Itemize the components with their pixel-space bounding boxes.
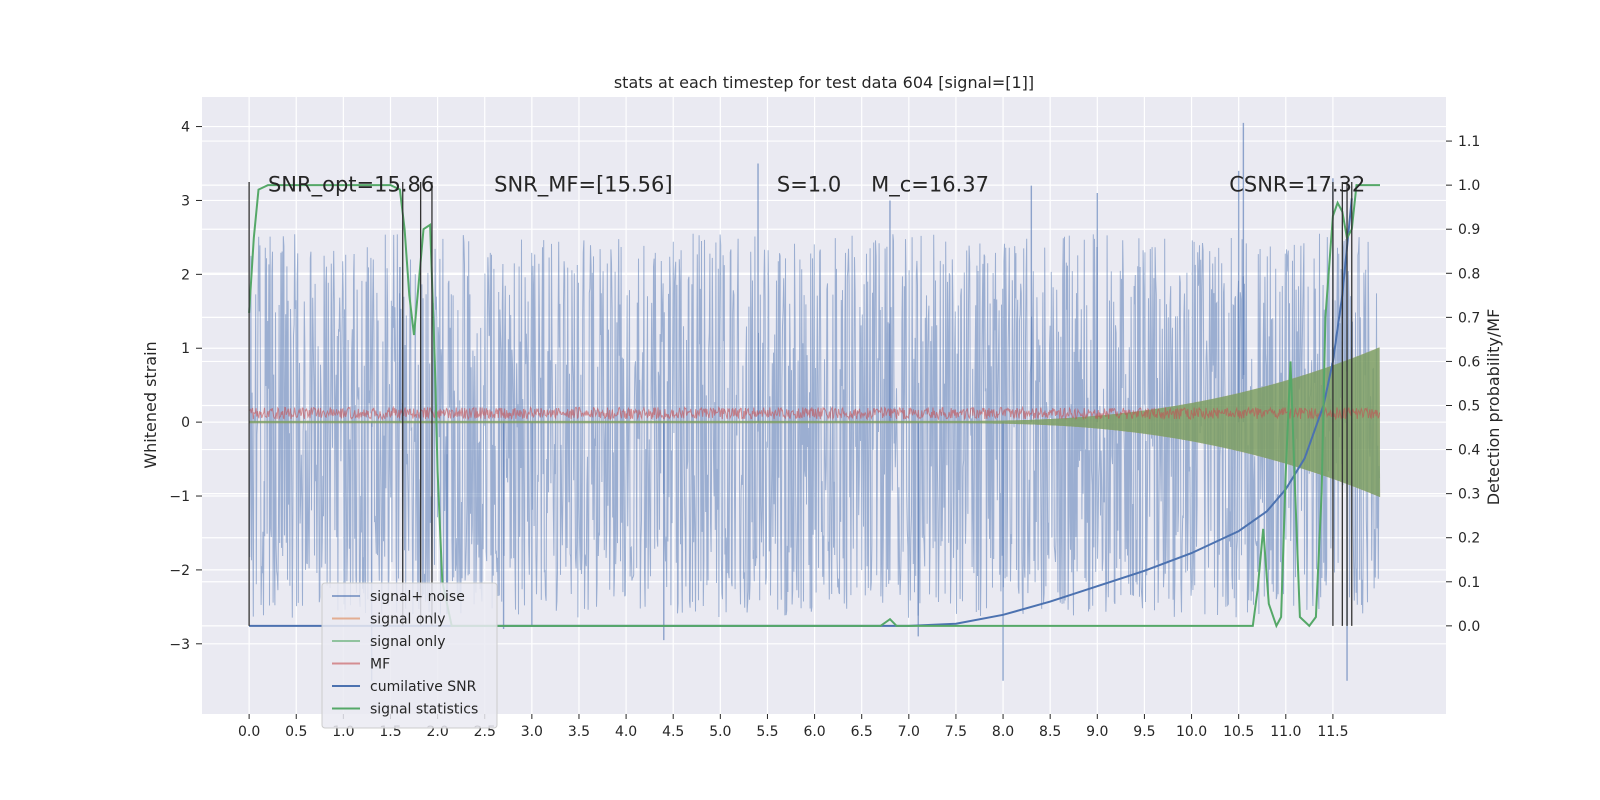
legend-entry: signal+ noise [370, 589, 465, 605]
series-layer [248, 122, 1381, 681]
x-tick-label: 4.0 [615, 724, 637, 740]
x-tick-label: 4.5 [662, 724, 684, 740]
x-tick-label: 11.0 [1270, 724, 1301, 740]
x-tick-label: 9.5 [1133, 724, 1155, 740]
y-tick-label: 0 [181, 415, 190, 431]
x-tick-label: 6.0 [803, 724, 825, 740]
y-axis-label: Whitened strain [141, 341, 160, 468]
series-cumulative-snr [249, 198, 1353, 627]
right-tick-label: 1.1 [1458, 134, 1480, 150]
right-tick-label: 0.8 [1458, 266, 1480, 282]
annotation-text: SNR_opt=15.86 [268, 172, 434, 197]
chart-title: stats at each timestep for test data 604… [614, 73, 1034, 92]
right-tick-label: 0.7 [1458, 310, 1480, 326]
x-tick-label: 8.0 [992, 724, 1014, 740]
annotation-text: M_c=16.37 [871, 172, 989, 197]
x-tick-label: 0.0 [238, 724, 260, 740]
x-tick-label: 7.5 [945, 724, 967, 740]
right-tick-label: 1.0 [1458, 178, 1480, 194]
x-tick-label: 9.0 [1086, 724, 1108, 740]
right-axis-ticks: 0.0 0.1 0.2 0.3 0.4 0.5 0.6 0.7 0.8 0.9 1.0 1.1 [1446, 134, 1480, 635]
x-tick-label: 0.5 [285, 724, 307, 740]
series-signal-statistics [248, 184, 1380, 629]
legend-entry: signal only [370, 612, 445, 628]
x-tick-label: 5.0 [709, 724, 731, 740]
y-tick-label: 4 [181, 120, 190, 136]
x-tick-label: 3.5 [568, 724, 590, 740]
annotation-text: S=1.0 [777, 172, 841, 196]
x-tick-label: 10.0 [1176, 724, 1207, 740]
right-tick-label: 0.4 [1458, 443, 1480, 459]
right-tick-label: 0.0 [1458, 619, 1480, 635]
y-tick-label: 3 [181, 193, 190, 209]
vertical-markers [248, 181, 1353, 626]
series-mf [248, 405, 1381, 421]
annotations: SNR_opt=15.86 SNR_MF=[15.56] S=1.0 M_c=16.3… [268, 172, 1365, 197]
right-axis-label: Detection probability/MF [1484, 309, 1503, 506]
x-tick-label: 8.5 [1039, 724, 1061, 740]
legend-entry: signal only [370, 634, 445, 650]
right-tick-label: 0.2 [1458, 531, 1480, 547]
right-tick-label: 0.6 [1458, 354, 1480, 370]
legend: signal+ noise signal only signal only MF cum… [321, 582, 498, 729]
y-tick-label: −1 [169, 489, 190, 505]
series-signal-plus-noise [248, 233, 1380, 618]
legend-box [321, 582, 498, 729]
x-tick-label: 11.5 [1317, 724, 1348, 740]
right-tick-label: 0.9 [1458, 222, 1480, 238]
y-tick-label: −2 [169, 563, 190, 579]
legend-entry: signal statistics [370, 702, 478, 718]
series-signal-only-green [248, 347, 1381, 498]
y-tick-label: −3 [169, 637, 190, 653]
x-tick-label: 6.5 [851, 724, 873, 740]
annotation-text: SNR_MF=[15.56] [494, 172, 672, 197]
x-tick-label: 3.0 [521, 724, 543, 740]
right-tick-label: 0.3 [1458, 487, 1480, 503]
annotation-text: CSNR=17.32 [1229, 172, 1365, 196]
x-tick-label: 7.0 [898, 724, 920, 740]
y-axis-ticks: −3 −2 −1 0 1 2 3 4 [169, 120, 202, 653]
x-tick-label: 10.5 [1223, 724, 1254, 740]
right-tick-label: 0.5 [1458, 399, 1480, 415]
y-tick-label: 1 [181, 341, 190, 357]
right-tick-label: 0.1 [1458, 575, 1480, 591]
x-axis-ticks: 0.0 0.5 1.0 1.5 2.0 2.5 3.0 3.5 4.0 4.5 5.0 5.5 6.0 6… [238, 714, 1348, 740]
x-tick-label: 5.5 [756, 724, 778, 740]
legend-entry: MF [370, 657, 390, 673]
y-tick-label: 2 [181, 267, 190, 283]
legend-entry: cumilative SNR [370, 679, 477, 695]
